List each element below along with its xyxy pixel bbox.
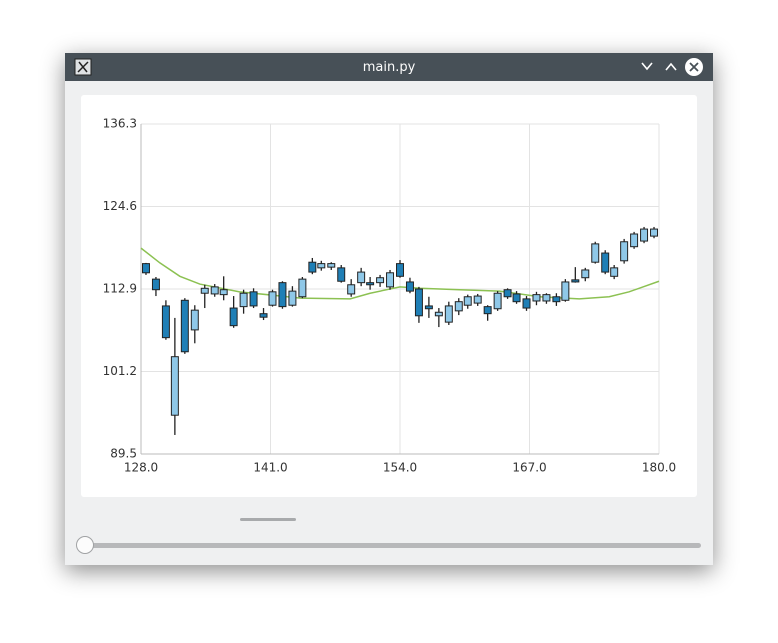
candle-body [601, 252, 610, 273]
x-tick-label: 128.0 [124, 461, 158, 475]
window-title: main.py [362, 60, 416, 75]
candle-body [308, 261, 317, 273]
candle-body [366, 282, 375, 286]
candle-body [650, 228, 659, 237]
candle-body [170, 356, 179, 416]
candle-body [249, 291, 258, 307]
candle-body [630, 233, 639, 248]
candle-body [463, 296, 472, 306]
candle-body [503, 289, 512, 298]
candle-body [522, 298, 531, 309]
moving-average-line [140, 247, 660, 300]
x-tick-label: 180.0 [642, 461, 676, 475]
candle-body [571, 279, 580, 283]
title-bar: main.py [65, 53, 713, 81]
splitter-handle[interactable] [240, 518, 296, 521]
x-tick-label: 141.0 [253, 461, 287, 475]
candle-body [278, 282, 287, 308]
candle-body [151, 278, 160, 291]
candle-body [190, 309, 199, 331]
candle-body [141, 263, 150, 274]
candle-body [444, 305, 453, 323]
candle-body [483, 306, 492, 315]
candle-body [298, 278, 307, 298]
app-icon-glyph [77, 61, 89, 73]
x-tick-label: 154.0 [383, 461, 417, 475]
candle-body [317, 263, 326, 269]
candle-body [473, 295, 482, 304]
candle-body [424, 305, 433, 310]
candle-body [434, 311, 443, 317]
candle-body [405, 281, 414, 292]
candle-body [386, 272, 395, 288]
candle-body [581, 269, 590, 279]
minimize-button[interactable] [641, 62, 653, 71]
candle-body [337, 267, 346, 282]
slider-knob[interactable] [76, 536, 94, 554]
candle-body [288, 290, 297, 306]
candle-body [454, 301, 463, 312]
candle-body [268, 291, 277, 306]
candle-body [640, 228, 649, 242]
close-glyph [689, 62, 699, 72]
candle-body [552, 296, 561, 303]
y-tick-label: 101.2 [103, 364, 137, 378]
candle-body [610, 267, 619, 277]
x-tick-label: 167.0 [512, 461, 546, 475]
candle-body [396, 263, 404, 277]
y-tick-label: 89.5 [110, 447, 137, 461]
candle-body [620, 241, 629, 262]
chart-panel: 89.5 101.2 112.9 124.6 136.3 128.0 141.0 154.0 1… [81, 95, 697, 497]
candle-body [493, 292, 502, 310]
candle-body [414, 288, 423, 317]
y-tick-label: 112.9 [103, 282, 137, 296]
candle-body [210, 286, 219, 295]
candle-body [347, 284, 356, 295]
candle-body [561, 281, 570, 301]
chart: 89.5 101.2 112.9 124.6 136.3 128.0 141.0 154.0 1… [103, 117, 677, 475]
candle-body [532, 294, 541, 302]
candle-body [180, 299, 189, 353]
candle-body [229, 307, 238, 327]
slider-track[interactable] [85, 543, 701, 548]
candle-body [259, 313, 268, 318]
candle-body [327, 263, 336, 268]
y-tick-label: 124.6 [103, 199, 137, 213]
maximize-button[interactable] [665, 62, 677, 71]
candle-body [219, 289, 228, 296]
window: main.py 89.5 101.2 112.9 124.6 136.3 128.0 141… [65, 53, 713, 565]
candle-body [357, 271, 366, 284]
candle-body [200, 287, 209, 294]
y-tick-label: 136.3 [103, 117, 137, 131]
candle-body [239, 292, 248, 308]
candle-body [376, 277, 385, 284]
candle-body [512, 293, 521, 303]
candle-body [161, 305, 170, 339]
candle-body [591, 243, 600, 263]
title-icons [74, 58, 703, 76]
candle-body [542, 294, 551, 302]
